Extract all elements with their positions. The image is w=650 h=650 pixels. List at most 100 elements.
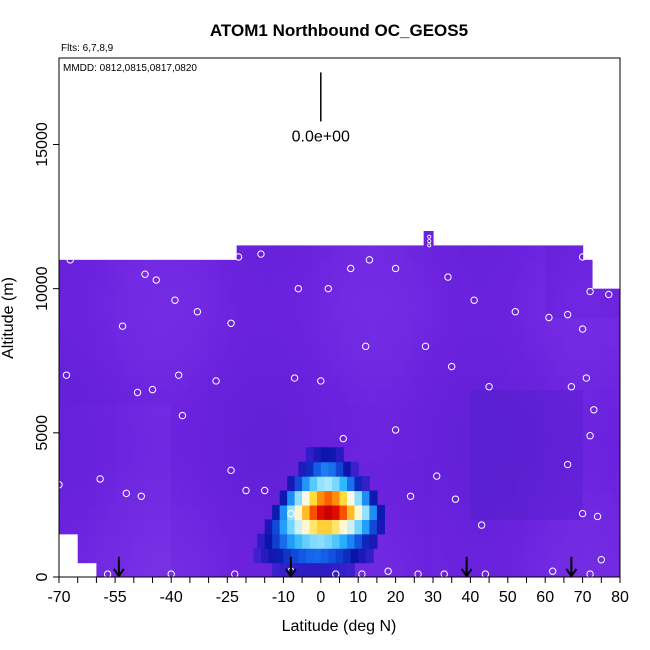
field-cell <box>292 331 303 347</box>
field-cell <box>526 274 537 290</box>
field-cell <box>143 490 154 506</box>
field-cell <box>507 259 518 275</box>
field-cell <box>461 461 471 477</box>
field-cell <box>386 303 397 319</box>
field-cell <box>59 432 69 448</box>
field-cell <box>161 504 172 520</box>
field-cell <box>246 346 256 362</box>
field-cell <box>386 346 397 362</box>
field-cell <box>376 317 387 333</box>
field-cell <box>423 519 434 535</box>
field-cell <box>395 274 406 290</box>
field-cell <box>582 317 593 333</box>
field-cell <box>433 303 443 319</box>
field-cell <box>180 519 191 535</box>
field-cell <box>189 504 200 520</box>
field-cell <box>180 404 191 420</box>
field-cell <box>115 303 126 319</box>
field-cell <box>404 432 415 448</box>
field-cell <box>442 519 453 535</box>
field-cell <box>105 331 116 347</box>
field-cell <box>171 360 182 376</box>
field-cell <box>433 476 443 492</box>
field-cell <box>535 331 546 347</box>
field-cell <box>582 533 593 549</box>
field-cell <box>610 389 620 405</box>
field-cell <box>227 288 238 304</box>
field-cell <box>610 519 620 535</box>
field-cell <box>246 519 256 535</box>
field-cell <box>143 562 154 577</box>
field-cell <box>479 259 490 275</box>
field-cell <box>535 447 546 463</box>
field-cell <box>517 346 528 362</box>
field-cell <box>152 331 163 347</box>
field-cell <box>442 404 453 420</box>
field-cell <box>358 288 369 304</box>
chart-title: ATOM1 Northbound OC_GEOS5 <box>210 21 468 40</box>
plume-cell <box>272 533 281 549</box>
sample-point <box>358 570 366 577</box>
field-cell <box>264 259 275 275</box>
field-cell <box>68 288 79 304</box>
field-cell <box>563 447 574 463</box>
field-cell <box>161 432 172 448</box>
field-cell <box>217 519 228 535</box>
y-tick-label: 5000 <box>34 415 51 451</box>
field-cell <box>217 360 228 376</box>
field-cell <box>320 360 331 376</box>
field-cell <box>143 274 154 290</box>
field-cell <box>161 548 172 564</box>
field-cell <box>208 389 219 405</box>
field-cell <box>414 432 425 448</box>
sample-point <box>586 287 594 296</box>
field-cell <box>255 360 266 376</box>
field-cell <box>217 259 228 275</box>
field-cell <box>535 548 546 564</box>
field-cell <box>554 360 565 376</box>
field-cell <box>479 274 490 290</box>
field-cell <box>461 447 471 463</box>
field-cell <box>545 519 556 535</box>
field-cell <box>283 317 294 333</box>
field-cell <box>423 490 434 506</box>
field-cell <box>554 490 565 506</box>
field-cell <box>563 259 574 275</box>
field-cell <box>311 418 322 434</box>
field-cell <box>404 288 415 304</box>
field-cell <box>105 346 116 362</box>
field-cell <box>348 288 359 304</box>
plume-cell <box>358 548 367 564</box>
field-cell <box>507 389 518 405</box>
sample-point <box>178 411 187 420</box>
field-cell <box>105 274 116 290</box>
field-cell <box>386 490 397 506</box>
plume-cell <box>350 548 359 564</box>
field-cell <box>498 317 509 333</box>
field-cell <box>264 476 275 492</box>
plume-cell <box>272 504 281 520</box>
field-cell <box>545 490 556 506</box>
y-axis: 0 5000 10000 15000 <box>34 122 59 581</box>
field-cell <box>105 504 116 520</box>
field-cell <box>208 360 219 376</box>
field-cell <box>217 548 228 564</box>
field-cell <box>246 504 256 520</box>
plume-cell <box>253 548 262 564</box>
field-cell <box>124 404 135 420</box>
plume-cell <box>343 461 352 477</box>
sample-point <box>287 509 295 518</box>
field-cell <box>451 418 462 434</box>
y-axis-label: Altitude (m) <box>0 277 17 359</box>
x-tick-label: 30 <box>424 589 442 606</box>
field-cell <box>591 432 602 448</box>
scale-label: 0.0e+00 <box>292 128 350 145</box>
field-cell <box>517 447 528 463</box>
field-cell <box>283 346 294 362</box>
field-cell <box>311 317 322 333</box>
field-cell <box>479 404 490 420</box>
field-cell <box>526 548 537 564</box>
field-cell <box>189 303 200 319</box>
field-cell <box>489 447 500 463</box>
field-cell <box>339 331 350 347</box>
